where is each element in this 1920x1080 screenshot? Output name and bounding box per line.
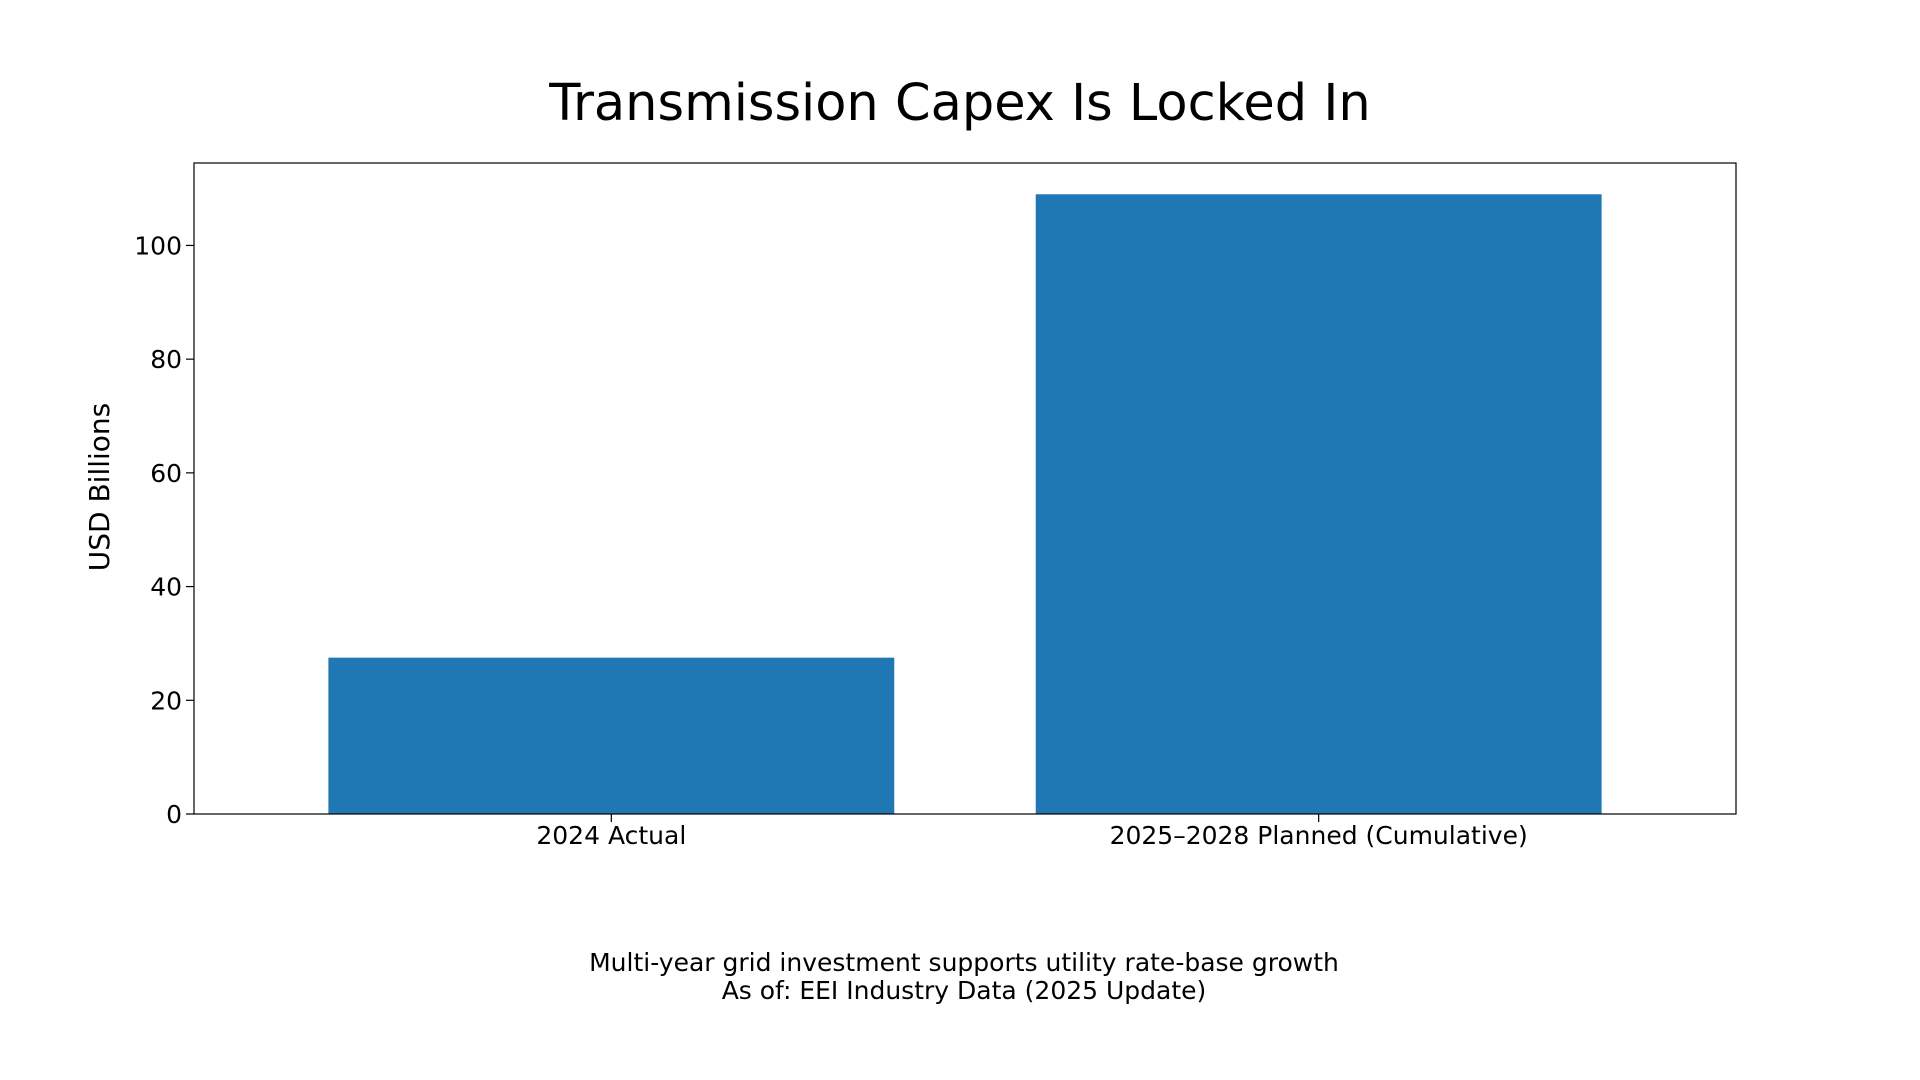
y-tick-label-1: 20 xyxy=(150,686,182,715)
y-tick-label-0: 0 xyxy=(166,800,182,829)
y-tick-label-2: 40 xyxy=(150,573,182,602)
caption-line-2: As of: EEI Industry Data (2025 Update) xyxy=(722,976,1207,1005)
chart-title: Transmission Capex Is Locked In xyxy=(548,74,1370,133)
x-tick-label-0: 2024 Actual xyxy=(536,821,686,850)
y-tick-label-3: 60 xyxy=(150,459,182,488)
plot-frame xyxy=(193,162,1737,815)
y-tick-label-4: 80 xyxy=(150,345,182,374)
caption-line-1: Multi-year grid investment supports util… xyxy=(589,948,1339,977)
y-tick-label-5: 100 xyxy=(134,231,182,260)
bar-1 xyxy=(1035,194,1602,814)
y-axis-label: USD Billions xyxy=(83,403,116,572)
plot-area: 0 20 40 60 80 100 2024 Actual 2025–2028 Planned… xyxy=(134,194,1602,850)
x-tick-label-1: 2025–2028 Planned (Cumulative) xyxy=(1110,821,1528,850)
bar-0 xyxy=(328,657,895,814)
